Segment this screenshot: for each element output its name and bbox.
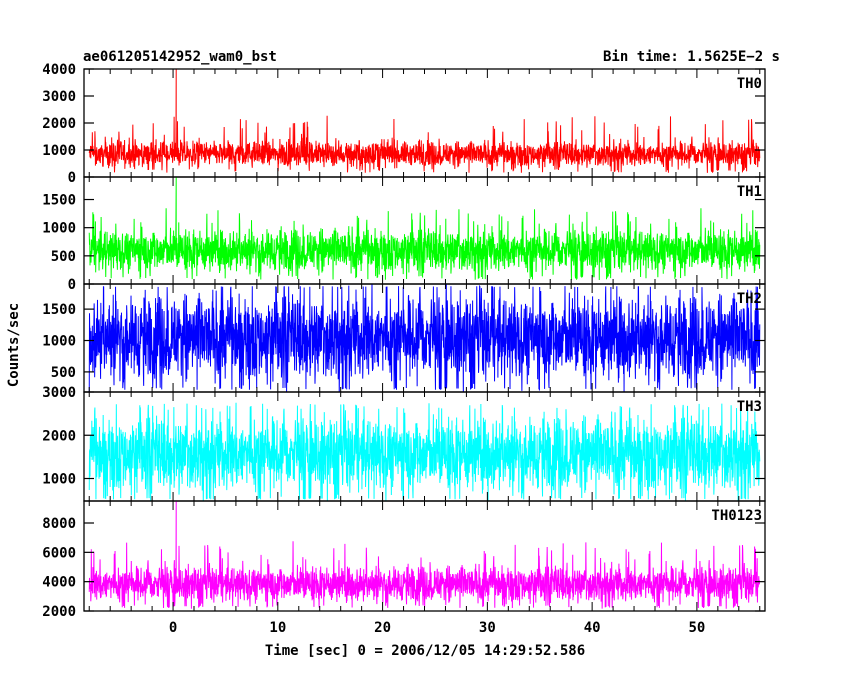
panel-label-th2: TH2 — [737, 291, 762, 307]
y-tick-label: 4000 — [42, 62, 76, 78]
panel-label-th0: TH0 — [737, 76, 762, 92]
x-tick-label: 0 — [169, 620, 177, 636]
panel-th2: 500 1000 1500 TH2 — [42, 283, 766, 393]
series-line-th1 — [88, 177, 761, 281]
y-tick-label: 2000 — [42, 116, 76, 132]
panel-label-th0123: TH0123 — [711, 508, 762, 524]
x-tick-label: 40 — [584, 620, 601, 636]
obs-id-label: ae061205142952_wam0_bst — [83, 49, 277, 65]
panel-th3: 1000 2000 3000 TH3 — [42, 385, 766, 502]
bin-time-label: Bin time: 1.5625E−2 s — [603, 49, 780, 65]
x-tick-label: 50 — [688, 620, 705, 636]
y-tick-label: 500 — [51, 365, 76, 381]
y-tick-label: 2000 — [42, 604, 76, 620]
y-tick-label: 1500 — [42, 193, 76, 209]
series-line-th0 — [88, 69, 761, 173]
series-line-th3 — [88, 402, 761, 501]
x-tick-label: 10 — [269, 620, 286, 636]
series-line-th0123 — [88, 501, 761, 609]
y-tick-label: 1000 — [42, 334, 76, 350]
y-tick-label: 3000 — [42, 385, 76, 401]
y-tick-label: 1000 — [42, 472, 76, 488]
y-tick-label: 8000 — [42, 516, 76, 532]
y-tick-label: 1500 — [42, 302, 76, 318]
y-tick-label: 3000 — [42, 89, 76, 105]
y-tick-label: 1000 — [42, 221, 76, 237]
y-tick-label: 6000 — [42, 545, 76, 561]
panel-th0: 0 1000 2000 3000 4000 TH0 — [42, 62, 766, 186]
x-tick-label: 30 — [479, 620, 496, 636]
y-tick-label: 2000 — [42, 428, 76, 444]
x-axis-label: Time [sec] 0 = 2006/12/05 14:29:52.586 — [265, 643, 585, 659]
y-tick-label: 0 — [68, 277, 76, 293]
panel-th0123: 2000 4000 6000 8000 TH0123 — [42, 500, 766, 620]
y-tick-label: 0 — [68, 170, 76, 186]
panel-label-th3: TH3 — [737, 399, 762, 415]
series-line-th2 — [88, 284, 761, 392]
panel-label-th1: TH1 — [737, 184, 762, 200]
panel-th1: 0 500 1000 1500 TH1 — [42, 176, 766, 293]
y-tick-label: 500 — [51, 249, 76, 265]
y-axis-label: Counts/sec — [6, 303, 22, 387]
y-tick-label: 1000 — [42, 143, 76, 159]
x-tick-label: 20 — [374, 620, 391, 636]
y-tick-label: 4000 — [42, 575, 76, 591]
